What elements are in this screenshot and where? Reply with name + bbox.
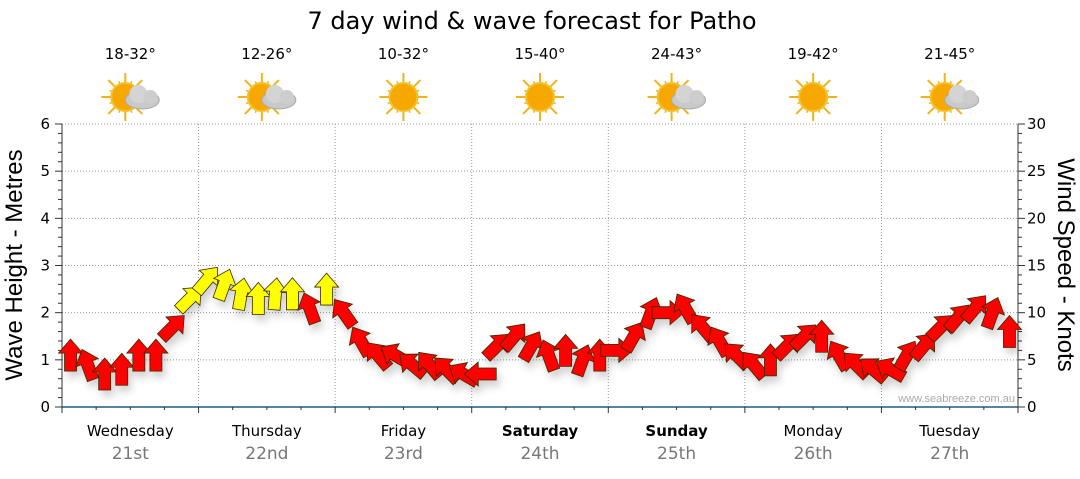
day-name: Monday	[784, 422, 843, 440]
y2-tick-label: 25	[1027, 162, 1046, 180]
temperature-range: 10-32°	[378, 45, 429, 63]
y-tick-label: 0	[40, 398, 50, 416]
day-date: 26th	[794, 444, 833, 464]
wind-arrow	[313, 272, 340, 306]
day-date: 22nd	[245, 444, 288, 464]
partly-cloudy-icon	[237, 73, 297, 121]
wind-arrow	[366, 342, 394, 372]
wind-arrow	[463, 361, 497, 387]
wind-arrow	[498, 323, 526, 353]
y-tick-label: 4	[40, 209, 50, 227]
temperature-range: 24-43°	[651, 45, 702, 63]
y2-tick-label: 15	[1027, 257, 1046, 275]
day-name: Friday	[381, 422, 427, 440]
y2-tick-label: 20	[1027, 209, 1046, 227]
wind-arrow	[517, 331, 544, 364]
day-date: 24th	[520, 444, 559, 464]
day-name: Tuesday	[918, 422, 980, 440]
y2-tick-label: 10	[1027, 304, 1046, 322]
temperature-range: 12-26°	[241, 45, 292, 63]
temperature-range: 19-42°	[788, 45, 839, 63]
day-date: 25th	[657, 444, 696, 464]
wind-arrow	[996, 314, 1023, 348]
wind-arrow	[125, 338, 152, 372]
y2-axis-title: Wind Speed - Knots	[1052, 158, 1079, 371]
y-tick-label: 6	[40, 115, 50, 133]
day-date: 27th	[930, 444, 969, 464]
wind-arrow	[108, 352, 135, 386]
wind-arrow	[332, 299, 359, 330]
wind-arrow	[143, 338, 169, 372]
wind-arrow	[173, 286, 202, 315]
y-tick-label: 2	[40, 304, 50, 322]
y-axis-title: Wave Height - Metres	[1, 149, 28, 380]
day-name: Sunday	[645, 422, 708, 440]
y2-tick-label: 0	[1027, 398, 1037, 416]
wind-arrow	[156, 315, 185, 343]
y-tick-label: 3	[40, 257, 50, 275]
temperature-range: 21-45°	[924, 45, 975, 63]
sunny-icon	[379, 73, 428, 121]
watermark: www.seabreeze.com.au	[897, 393, 1015, 405]
wind-arrow	[908, 332, 935, 363]
wind-arrow	[262, 277, 289, 311]
wind-arrow	[639, 297, 664, 331]
day-forecast-header: 18-32° 12-26° 10-32° 15-40° 24-43° 19-42° 21-4…	[101, 45, 980, 121]
sunny-icon	[516, 73, 564, 121]
wind-arrows	[57, 266, 1023, 391]
wind-arrow	[74, 348, 100, 383]
day-name: Saturday	[502, 422, 579, 440]
sunny-icon	[789, 73, 838, 121]
day-name: Thursday	[231, 422, 302, 440]
day-date: 23rd	[384, 444, 423, 464]
partly-cloudy-icon	[920, 73, 980, 121]
wind-arrow	[296, 292, 322, 326]
day-name: Wednesday	[87, 422, 174, 440]
wind-arrow	[808, 319, 835, 353]
axes: 0 1 2 3 4 5 6 0 5 10 15 20 25 30	[40, 115, 1046, 416]
y2-tick-label: 5	[1027, 351, 1037, 369]
y-tick-label: 5	[40, 162, 50, 180]
grid-lines	[62, 123, 1018, 407]
wind-arrow	[57, 338, 84, 372]
wind-arrow	[552, 333, 579, 367]
temperature-range: 15-40°	[514, 45, 565, 63]
wind-arrow	[212, 268, 237, 302]
temperature-range: 18-32°	[105, 45, 156, 63]
chart-title: 7 day wind & wave forecast for Patho	[307, 7, 756, 35]
partly-cloudy-icon	[647, 73, 707, 121]
y2-tick-label: 30	[1027, 115, 1046, 133]
partly-cloudy-icon	[101, 73, 160, 121]
wind-arrow	[228, 277, 255, 312]
day-date: 21st	[112, 444, 149, 464]
wind-arrow	[620, 321, 646, 354]
y-tick-label: 1	[40, 351, 50, 369]
wind-arrow	[980, 297, 1006, 331]
day-labels: Wednesday 21st Thursday 22nd Friday 23rd Satur…	[87, 422, 980, 464]
